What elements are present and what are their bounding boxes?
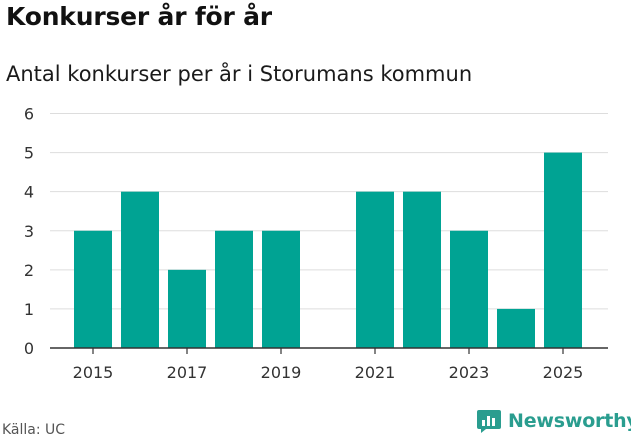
brand-name: Newsworthy [508,410,631,432]
y-tick-label: 5 [24,144,34,163]
bar-2016 [121,191,159,348]
y-tick-label: 0 [24,339,34,358]
bars [74,152,582,348]
bar-2022 [403,191,441,348]
bar-2024 [497,308,535,348]
bar-2023 [450,230,488,348]
source-note: Källa: UC [2,422,66,438]
x-tick-label: 2015 [73,363,114,382]
chart-subtitle: Antal konkurser per år i Storumans kommu… [6,62,473,86]
bar-2021 [356,191,394,348]
y-tick-label: 6 [24,105,34,124]
y-tick-label: 1 [24,300,34,319]
bar-2025 [544,152,582,348]
chart-title: Konkurser år för år [6,2,272,31]
x-tick-label: 2021 [355,363,396,382]
brand-logo: Newsworthy [476,408,631,434]
y-tick-label: 2 [24,261,34,280]
bar-2019 [262,230,300,348]
bar-2015 [74,230,112,348]
y-tick-label: 3 [24,222,34,241]
chat-bubble-bar-chart-icon [477,410,501,433]
x-tick-label: 2019 [261,363,302,382]
bar-2018 [215,230,253,348]
x-tick-label: 2025 [543,363,584,382]
bar-chart: 0 1 2 3 4 5 6 2015 2017 2019 2021 2023 2025 [24,105,608,382]
x-tick-label: 2017 [167,363,208,382]
bar-2017 [168,269,206,348]
x-axis-ticks: 2015 2017 2019 2021 2023 2025 [73,348,584,382]
y-axis-ticks: 0 1 2 3 4 5 6 [24,105,34,359]
y-tick-label: 4 [24,183,34,202]
x-tick-label: 2023 [449,363,490,382]
